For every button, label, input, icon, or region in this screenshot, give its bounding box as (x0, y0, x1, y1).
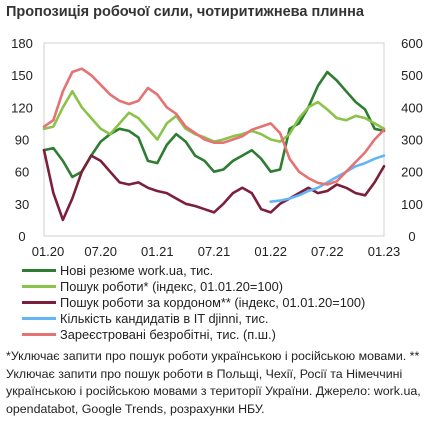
legend-swatch (22, 316, 56, 320)
legend-label: Зареєстровані безробітні, тис. (п.ш.) (60, 326, 276, 342)
x-tick-label: 01.20 (32, 244, 65, 259)
left-y-axis: 0 30 60 90 120 150 180 (11, 36, 33, 244)
footnotes: *Уключає запити про пошук роботи українс… (6, 349, 421, 416)
x-tick-label: 07.22 (311, 244, 344, 259)
left-tick-label: 120 (11, 100, 33, 115)
left-tick-label: 0 (18, 229, 25, 244)
line-chart: 0 30 60 90 120 150 180 0 100 200 300 400 500 600 01.… (11, 36, 423, 259)
plot-frame (43, 42, 385, 237)
x-tick-label: 01.21 (141, 244, 174, 259)
legend-label: Пошук роботи* (індекс, 01.01.20=100) (60, 278, 283, 294)
right-tick-label: 400 (401, 100, 423, 115)
left-tick-label: 180 (11, 36, 33, 51)
legend-swatch (22, 332, 56, 336)
legend-item: Нові резюме work.ua, тис. (22, 262, 437, 278)
right-tick-label: 100 (401, 197, 423, 212)
legend-swatch (22, 284, 56, 288)
series-line-4 (269, 154, 386, 203)
legend-swatch (22, 300, 56, 304)
left-tick-label: 60 (15, 165, 29, 180)
right-tick-label: 300 (401, 133, 423, 148)
legend: Нові резюме work.ua, тис. Пошук роботи* (… (22, 262, 437, 342)
right-y-axis: 0 100 200 300 400 500 600 (401, 36, 423, 244)
x-tick-label: 07.21 (198, 244, 231, 259)
right-tick-label: 500 (401, 68, 423, 83)
left-tick-label: 90 (15, 133, 29, 148)
series-layer (42, 67, 386, 222)
legend-label: Нові резюме work.ua, тис. (60, 262, 214, 278)
legend-label: Кількість кандидатів в IT djinni, тис. (60, 310, 269, 326)
legend-item: Зареєстровані безробітні, тис. (п.ш.) (22, 326, 437, 342)
legend-item: Кількість кандидатів в IT djinni, тис. (22, 310, 437, 326)
legend-item: Пошук роботи за кордоном** (індекс, 01.0… (22, 294, 437, 310)
legend-swatch (22, 268, 56, 272)
left-tick-label: 150 (11, 68, 33, 83)
series-line-2 (42, 90, 386, 143)
legend-label: Пошук роботи за кордоном** (індекс, 01.0… (60, 294, 366, 310)
chart-title: Пропозиція робочої сили, чотиритижнева п… (6, 4, 364, 20)
legend-item: Пошук роботи* (індекс, 01.01.20=100) (22, 278, 437, 294)
x-tick-label: 07.20 (84, 244, 117, 259)
x-tick-label: 01.22 (254, 244, 287, 259)
right-tick-label: 200 (401, 165, 423, 180)
series-line-5 (42, 67, 386, 186)
x-axis: 01.20 07.20 01.21 07.21 01.22 07.22 01.23 (32, 244, 401, 259)
right-tick-label: 0 (408, 229, 415, 244)
right-tick-label: 600 (401, 36, 423, 51)
series-line-1 (42, 70, 386, 179)
x-tick-label: 01.23 (368, 244, 401, 259)
left-tick-label: 30 (15, 197, 29, 212)
series-line-3 (42, 148, 386, 222)
